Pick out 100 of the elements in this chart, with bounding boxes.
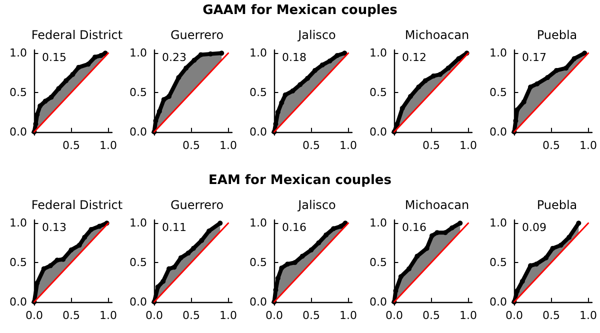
y-tick-label: 0.0 [130, 295, 147, 308]
y-tick-label: 0.0 [10, 295, 27, 308]
x-tick-label: 0.5 [302, 139, 320, 152]
x-tick-label: 1.0 [460, 139, 478, 152]
point [166, 94, 172, 99]
point [406, 266, 412, 272]
y-tick-label: 0.5 [250, 86, 267, 99]
y-tick-label: 1.0 [370, 216, 387, 230]
annotation: 0.16 [282, 221, 306, 234]
point [275, 276, 280, 281]
y-tick-label: 0.0 [370, 295, 387, 308]
y-tick-label: 0.5 [130, 86, 147, 99]
point [528, 84, 534, 90]
point [558, 242, 564, 248]
x-tick-label: 0.5 [422, 139, 440, 152]
x-tick-label: 1.0 [100, 139, 118, 152]
annotation: 0.18 [282, 51, 306, 64]
y-tick-label: 1.0 [10, 216, 27, 230]
point [60, 256, 66, 262]
x-tick-label: 0.0 [145, 309, 163, 322]
y-tick-label: 1.0 [250, 216, 267, 230]
x-tick-label: 0.5 [182, 139, 200, 152]
point [316, 240, 322, 246]
x-tick-label: 0.5 [182, 309, 200, 322]
y-tick-label: 1.0 [130, 216, 147, 230]
chart-title: Jalisco [297, 28, 336, 42]
point [520, 278, 525, 284]
point [219, 50, 224, 56]
annotation: 0.11 [162, 221, 186, 234]
point [456, 56, 462, 62]
x-tick-label: 0.5 [62, 309, 80, 322]
point [155, 284, 160, 290]
y-tick-label: 1.0 [250, 46, 267, 60]
point [76, 64, 82, 70]
x-tick-label: 0.5 [62, 139, 80, 152]
y-tick-label: 0.0 [10, 125, 27, 138]
point [56, 86, 62, 92]
point [514, 107, 520, 112]
y-tick-label: 0.0 [370, 125, 387, 138]
x-tick-label: 0.5 [542, 309, 560, 322]
point [86, 62, 91, 67]
point [70, 72, 76, 77]
point [398, 274, 404, 280]
point [566, 234, 572, 240]
point [41, 266, 46, 272]
point [192, 58, 197, 63]
y-tick-label: 0.5 [490, 86, 507, 99]
point [458, 220, 463, 226]
y-tick-label: 0.0 [250, 125, 267, 138]
point [582, 50, 588, 56]
point [554, 68, 559, 73]
point [176, 75, 182, 80]
y-tick-label: 0.5 [130, 256, 147, 269]
annotation: 0.17 [522, 51, 546, 64]
point [161, 97, 166, 102]
point [178, 255, 184, 260]
point [64, 78, 69, 84]
point [521, 99, 526, 104]
y-tick-label: 1.0 [490, 216, 507, 230]
x-tick-label: 0.5 [542, 139, 560, 152]
x-tick-label: 1.0 [580, 139, 598, 152]
point [184, 66, 189, 71]
y-tick-label: 1.0 [10, 46, 27, 60]
point [298, 82, 303, 88]
point [282, 92, 288, 98]
point [305, 76, 310, 81]
point [338, 224, 344, 229]
point [430, 233, 434, 238]
point [394, 121, 400, 126]
point [172, 264, 177, 270]
annotation: 0.12 [402, 51, 426, 64]
y-tick-label: 0.5 [490, 256, 507, 269]
x-tick-label: 1.0 [340, 139, 358, 152]
point [550, 246, 556, 251]
chart-title: Michoacan [404, 28, 470, 42]
point [408, 94, 414, 99]
chart-title: Guerrero [170, 28, 224, 42]
y-tick-label: 0.5 [370, 86, 387, 99]
point [199, 238, 204, 243]
y-tick-label: 0.0 [130, 125, 147, 138]
chart-title: Puebla [536, 198, 578, 212]
point [48, 94, 54, 100]
point [206, 228, 212, 234]
point [400, 106, 405, 111]
point [198, 52, 204, 58]
y-tick-label: 1.0 [490, 46, 507, 60]
y-tick-label: 0.5 [370, 256, 387, 269]
point [300, 254, 305, 259]
point [534, 81, 540, 86]
point [156, 108, 162, 114]
point [342, 50, 348, 56]
y-tick-label: 0.0 [250, 295, 267, 308]
point [324, 232, 329, 238]
point [279, 100, 284, 106]
point [424, 246, 430, 251]
chart-title: Guerrero [170, 198, 224, 212]
y-tick-label: 0.5 [10, 256, 27, 269]
point [308, 247, 314, 252]
point [82, 234, 88, 240]
x-tick-label: 1.0 [220, 309, 238, 322]
